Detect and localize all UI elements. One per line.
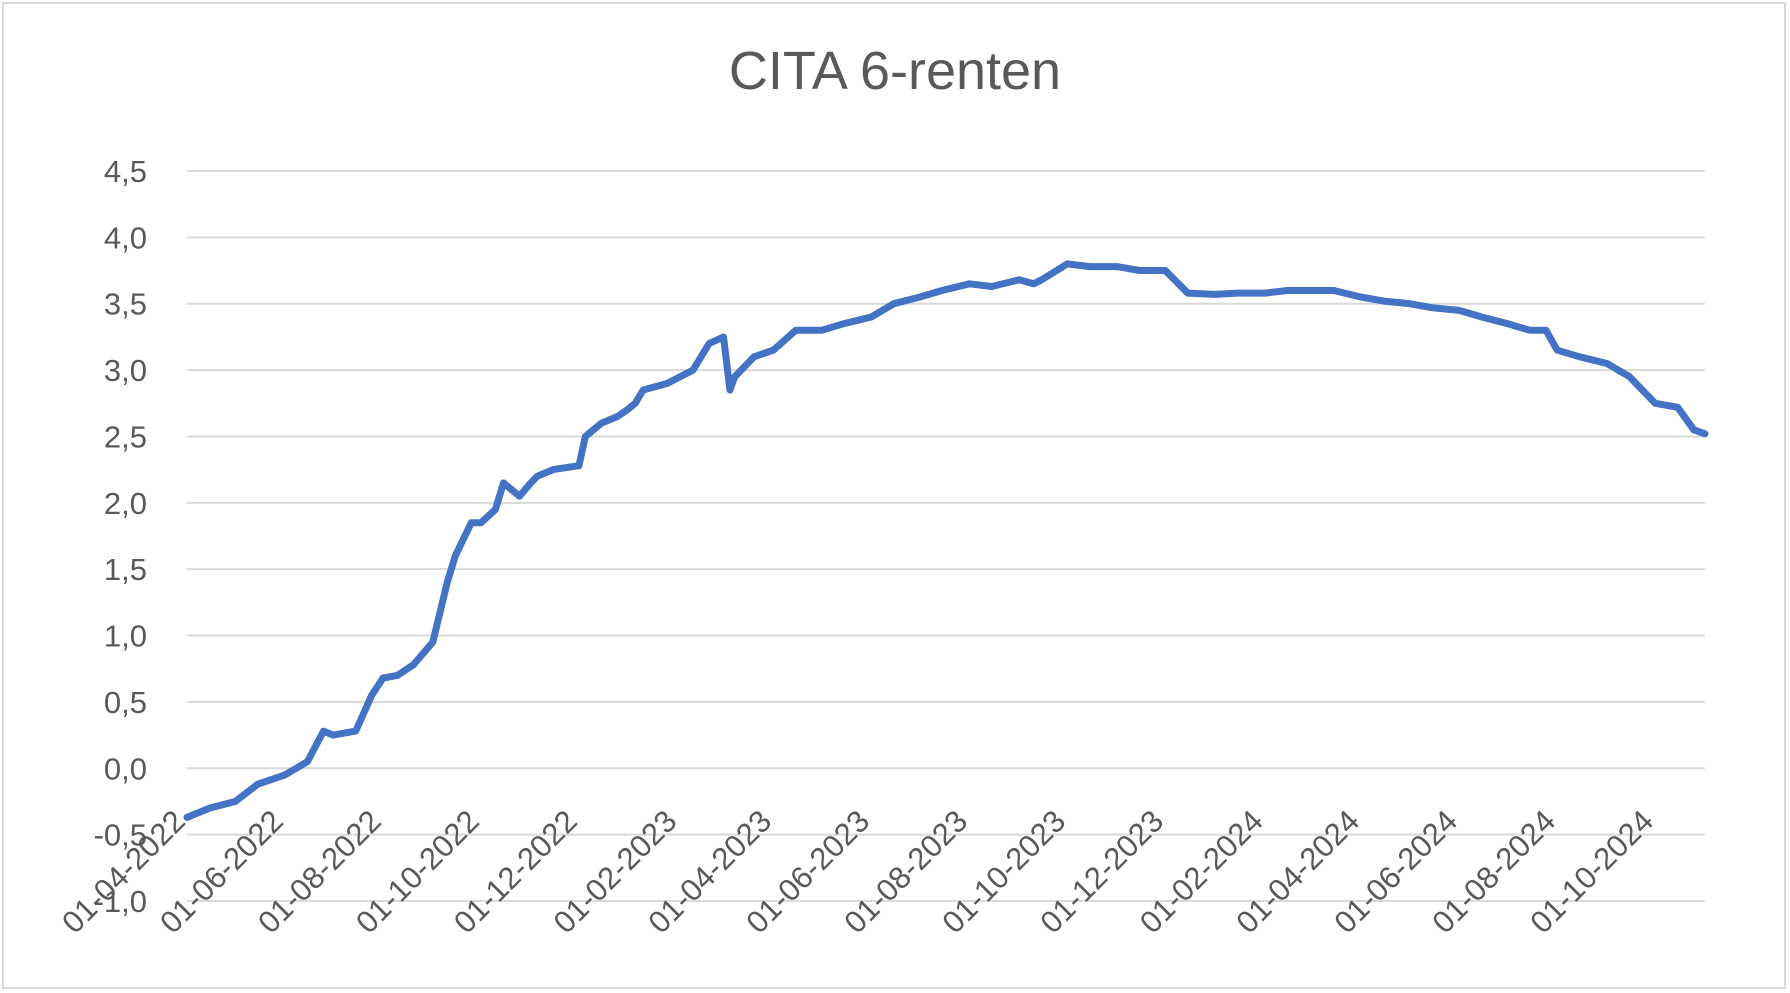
y-tick-label: 0,5 [104,685,147,720]
y-tick-label: -0,5 [94,818,147,853]
y-tick-label: 1,5 [104,552,147,587]
y-tick-label: 2,0 [104,486,147,521]
y-tick-label: 1,0 [104,619,147,654]
y-tick-label: 3,5 [104,287,147,322]
y-tick-label: 2,5 [104,419,147,454]
y-tick-label: 4,5 [104,154,147,189]
chart-title: CITA 6-renten [728,41,1062,101]
y-tick-label: 4,0 [104,220,147,255]
y-tick-label: 0,0 [104,751,147,786]
y-tick-label: -1,0 [94,884,147,919]
y-tick-label: 3,0 [104,353,147,388]
series-line [183,260,1709,821]
